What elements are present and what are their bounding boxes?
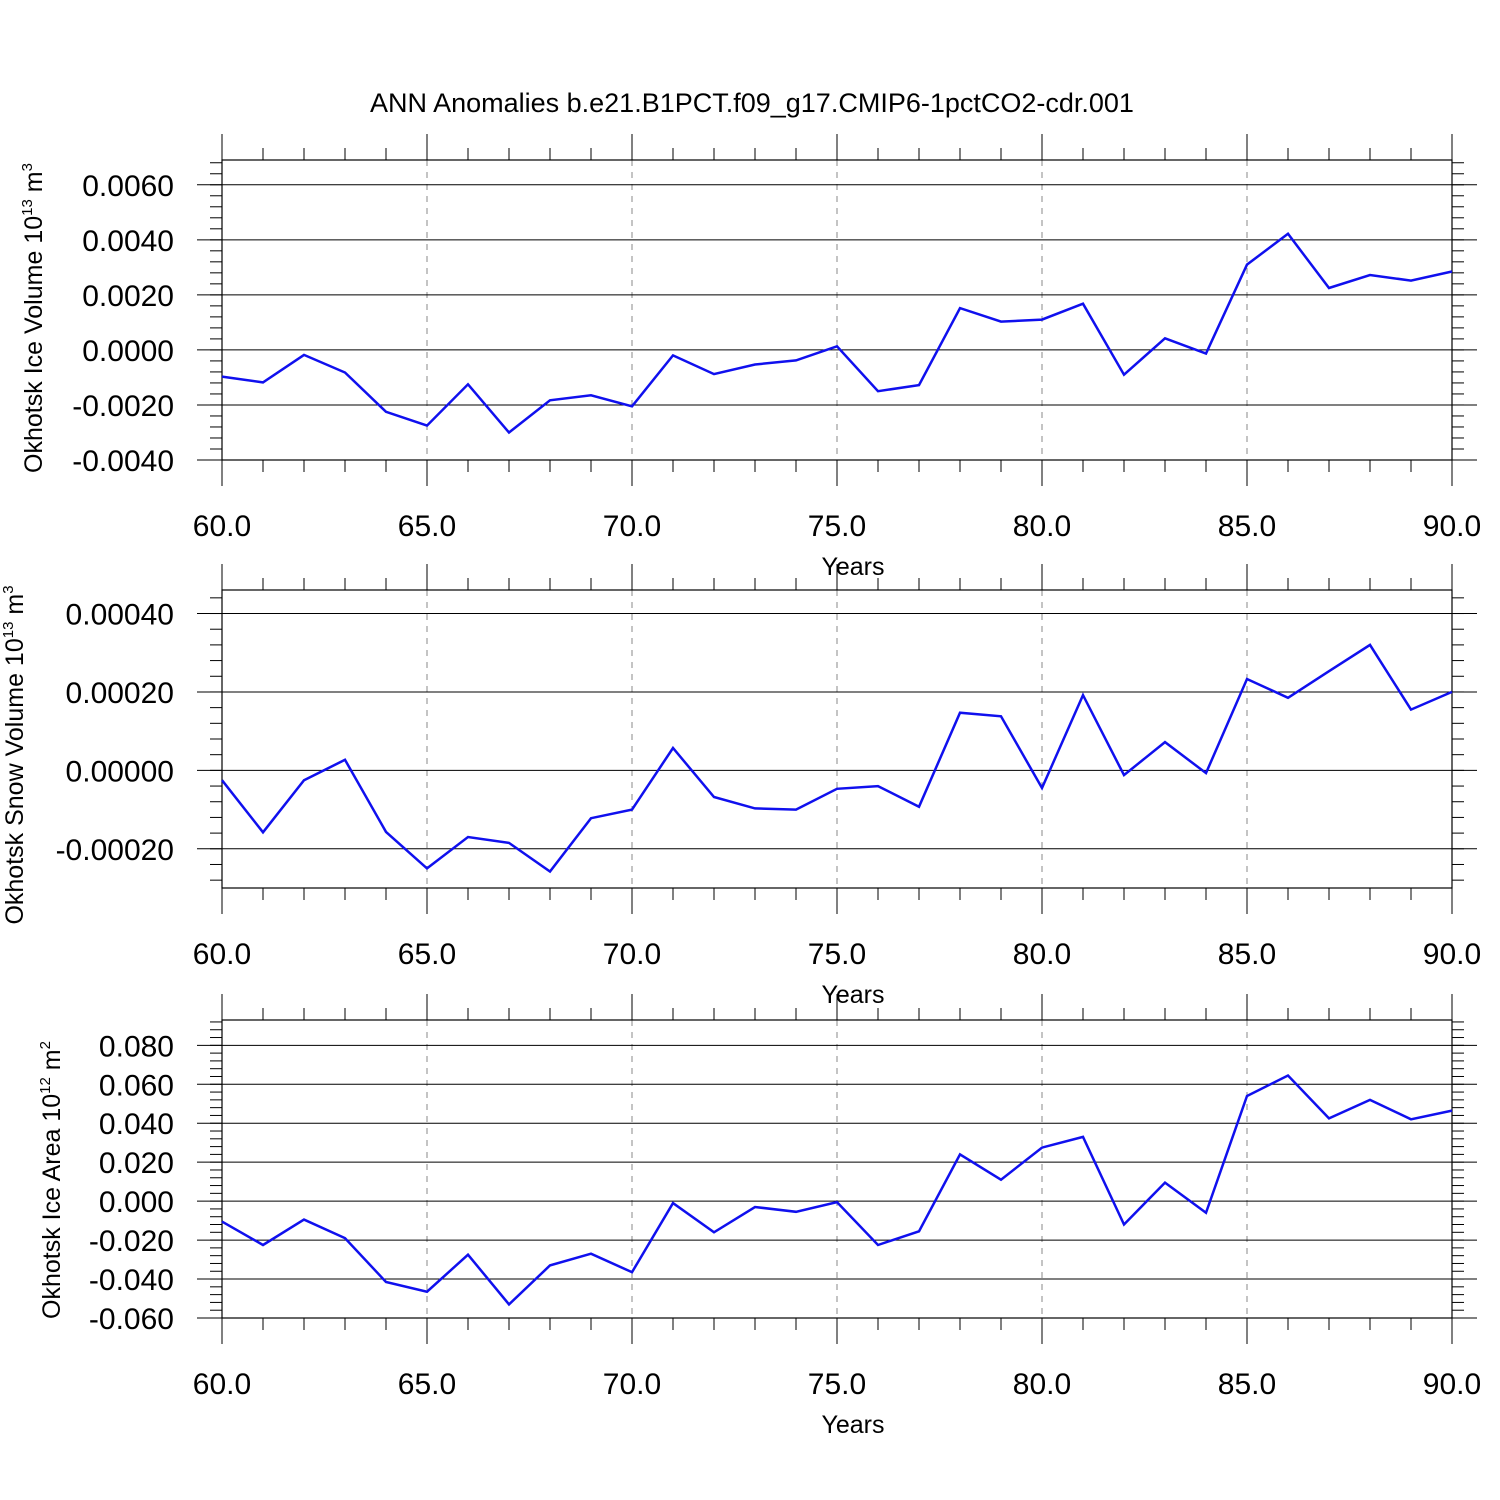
- x-tick-label: 80.0: [1013, 1368, 1071, 1401]
- y-tick-label: 0.080: [99, 1030, 174, 1063]
- x-tick-label: 70.0: [603, 938, 661, 971]
- x-tick-label: 75.0: [808, 510, 866, 543]
- y-tick-label: 0.020: [99, 1147, 174, 1180]
- y-axis-label: Okhotsk Ice Volume 1013 m3: [19, 163, 48, 473]
- y-tick-label: 0.00000: [66, 755, 174, 788]
- y-tick-label: 0.0060: [82, 170, 174, 203]
- x-tick-label: 65.0: [398, 1368, 456, 1401]
- y-tick-label: -0.020: [89, 1225, 174, 1258]
- series-line: [221, 232, 1453, 435]
- x-tick-label: 65.0: [398, 510, 456, 543]
- y-tick-label: 0.0040: [82, 225, 174, 258]
- y-axis-label: Okhotsk Snow Volume 1013 m3: [0, 585, 29, 924]
- y-tick-label: 0.0020: [82, 280, 174, 313]
- x-tick-label: 60.0: [193, 1368, 251, 1401]
- x-tick-label: 85.0: [1218, 1368, 1276, 1401]
- y-tick-label: 0.040: [99, 1108, 174, 1141]
- panel-2: 0.00040 0.00020 0.00000 -0.00020 60.0 65.0 70.…: [0, 564, 1481, 1009]
- x-tick-label: 70.0: [603, 1368, 661, 1401]
- y-tick-label: 0.00020: [66, 677, 174, 710]
- x-tick-label: 60.0: [193, 938, 251, 971]
- chart-title: ANN Anomalies b.e21.B1PCT.f09_g17.CMIP6-…: [370, 88, 1134, 118]
- x-axis-label: Years: [821, 553, 884, 581]
- x-tick-label: 65.0: [398, 938, 456, 971]
- x-tick-label: 90.0: [1423, 1368, 1481, 1401]
- panel-3: 0.080 0.060 0.040 0.020 0.000 -0.020 -0.040 -0.…: [37, 994, 1481, 1439]
- y-tick-label: -0.040: [89, 1264, 174, 1297]
- y-tick-label: 0.060: [99, 1069, 174, 1102]
- x-tick-label: 60.0: [193, 510, 251, 543]
- x-axis-label: Years: [821, 981, 884, 1009]
- panel-1: 0.0060 0.0040 0.0020 0.0000 -0.0020 -0.0040 60…: [19, 134, 1481, 581]
- x-tick-label: 80.0: [1013, 510, 1071, 543]
- y-tick-label: -0.00020: [56, 834, 174, 867]
- y-tick-label: -0.0020: [72, 390, 174, 423]
- x-tick-label: 75.0: [808, 1368, 866, 1401]
- y-axis-label: Okhotsk Ice Area 1012 m2: [37, 1041, 66, 1319]
- plot-frame: [221, 589, 1453, 889]
- x-tick-label: 85.0: [1218, 938, 1276, 971]
- chart-panels: 0.0060 0.0040 0.0020 0.0000 -0.0020 -0.0040 60…: [0, 134, 1481, 1439]
- x-tick-label: 90.0: [1423, 938, 1481, 971]
- y-tick-label: 0.0000: [82, 335, 174, 368]
- x-tick-label: 75.0: [808, 938, 866, 971]
- y-tick-label: 0.00040: [66, 599, 174, 632]
- plot-frame: [221, 1019, 1453, 1319]
- y-tick-label: -0.0040: [72, 445, 174, 478]
- x-tick-label: 80.0: [1013, 938, 1071, 971]
- series-line: [221, 643, 1453, 874]
- x-axis-label: Years: [821, 1411, 884, 1439]
- x-tick-label: 85.0: [1218, 510, 1276, 543]
- series-line: [221, 1073, 1453, 1307]
- x-tick-label: 90.0: [1423, 510, 1481, 543]
- y-tick-label: 0.000: [99, 1186, 174, 1219]
- x-tick-label: 70.0: [603, 510, 661, 543]
- plot-frame: [221, 159, 1453, 461]
- y-tick-label: -0.060: [89, 1303, 174, 1336]
